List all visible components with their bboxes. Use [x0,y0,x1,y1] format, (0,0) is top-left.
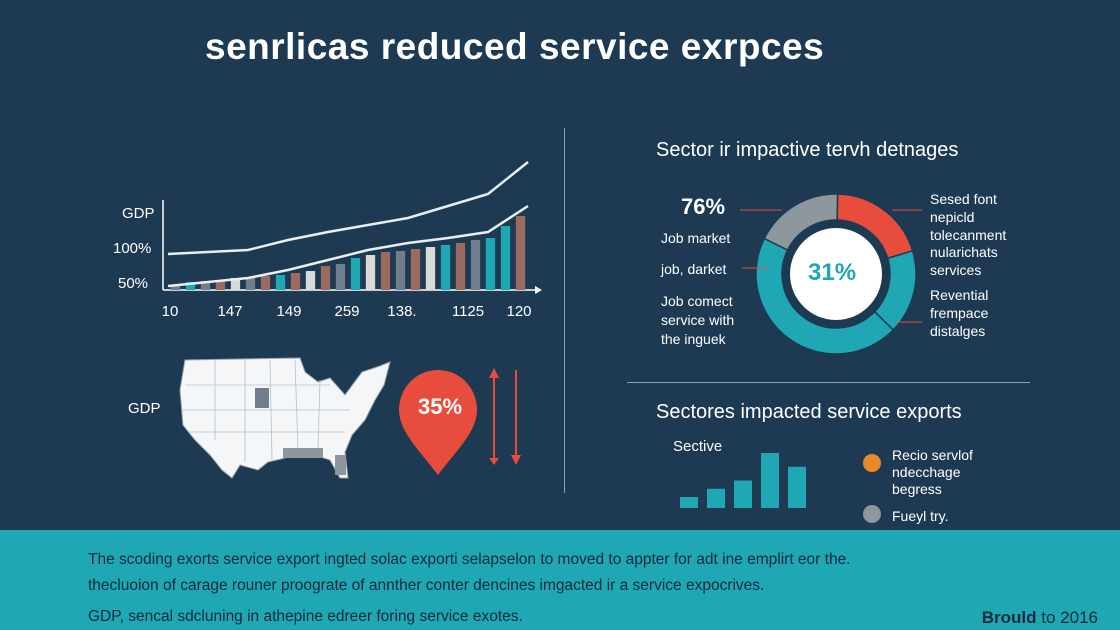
us-map-shape [179,357,391,479]
x-tick-label: 147 [217,303,242,320]
page-title: senrlicas reduced service exrpces [205,26,825,67]
lower-trend-line [167,204,529,288]
gdp-bar [215,280,226,290]
x-axis-arrow [535,286,542,294]
gdp-bar [260,276,271,290]
gdp-bar [485,238,496,290]
donut-right-top-4: nularichats [930,244,998,260]
map-highlight-south [335,455,346,475]
donut-right-bottom-1: Revential [930,287,989,303]
donut-left-label-2: job, darket [661,261,727,277]
gdp-bar [305,271,316,290]
gdp-axis-label: GDP [122,205,155,222]
sector-bar [788,466,806,508]
sector-title: Sectores impacted service exports [656,401,962,423]
sector-bar [761,453,779,508]
gdp-bar [320,266,331,290]
x-tick-label: 10 [162,303,179,320]
donut-left-note-2: service with [661,312,735,328]
brand-rest: to 2016 [1036,608,1098,627]
gdp-bar [380,252,391,290]
gdp-bar [500,226,511,290]
legend-dot-orange [863,454,881,472]
map-gridlines [182,359,350,462]
map-gdp-label: GDP [128,400,161,417]
arrow-down-head [511,455,521,465]
upper-trend-line [167,161,529,256]
legend-text-1b: ndecchage [892,464,961,480]
gdp-bar [455,243,466,290]
sector-axis-label: Sective [673,438,723,455]
gdp-bar [185,282,196,290]
gdp-bar [200,281,211,290]
x-tick-label: 1125 [452,303,484,320]
gdp-bar [470,240,481,290]
donut-title: Sector ir impactive tervh detnages [656,139,959,161]
donut-left-label-1: Job market [661,230,731,246]
gdp-bar [410,249,421,290]
arrow-up-foot [489,458,499,465]
donut-slice [755,237,895,355]
donut-right-top-5: services [930,262,982,278]
map-highlight-state [255,388,269,408]
footer-brand: Brould to 2016 [982,608,1098,628]
gdp-bar [395,251,406,290]
donut-hole [790,228,882,320]
pin-shape [399,370,477,475]
gdp-bar [335,264,346,290]
sector-bar [680,497,698,508]
sector-bar [734,480,752,508]
gdp-bar [350,258,361,290]
donut-left-note-1: Job comect [661,293,733,309]
footer-line-2: thecluoion of carage rouner proograte of… [88,577,765,594]
footer-band: The scoding exorts service export ingted… [0,530,1120,630]
legend-text-1c: begress [892,481,942,497]
x-tick-label: 138. [387,303,416,320]
gdp-bar [170,285,181,290]
y-tick-50: 50% [118,275,149,292]
donut-slice [763,193,839,252]
brand-bold: Brould [981,608,1037,627]
gdp-bar [365,255,376,290]
donut-left-note-3: the inguek [661,331,726,347]
sector-bar [707,488,725,508]
gdp-bar [245,277,256,290]
donut-right-bottom-3: distalges [930,323,986,339]
x-tick-label: 259 [334,303,359,320]
gdp-bar [230,278,241,290]
donut-center-label: 31% [808,259,857,286]
footer-line-3: GDP, sencal sdcluning in athepine edreer… [88,608,523,625]
x-tick-label: 149 [276,303,301,320]
donut-stat: 76% [681,194,726,219]
x-tick-label: 120 [506,303,531,320]
horizontal-divider [627,382,1030,383]
y-tick-100: 100% [113,240,152,257]
badge-value: 35% [418,394,463,419]
map-highlight-gulf [283,448,323,458]
vertical-divider [564,128,565,493]
gdp-bar [515,216,526,290]
gdp-bar [290,273,301,290]
arrow-up-head [489,368,499,378]
donut-right-top-1: Sesed font [930,191,997,207]
gdp-bar [425,247,436,290]
legend-dot-gray [863,505,881,523]
legend-text-1a: Recio servlof [892,447,973,463]
legend-text-2: Fueyl try. [892,508,949,524]
donut-right-top-3: tolecanment [930,227,1007,243]
footer-line-1: The scoding exorts service export ingted… [88,551,851,568]
gdp-bar [275,275,286,290]
donut-right-bottom-2: frempace [930,305,989,321]
donut-right-top-2: nepicld [930,209,975,225]
gdp-bar [440,245,451,290]
